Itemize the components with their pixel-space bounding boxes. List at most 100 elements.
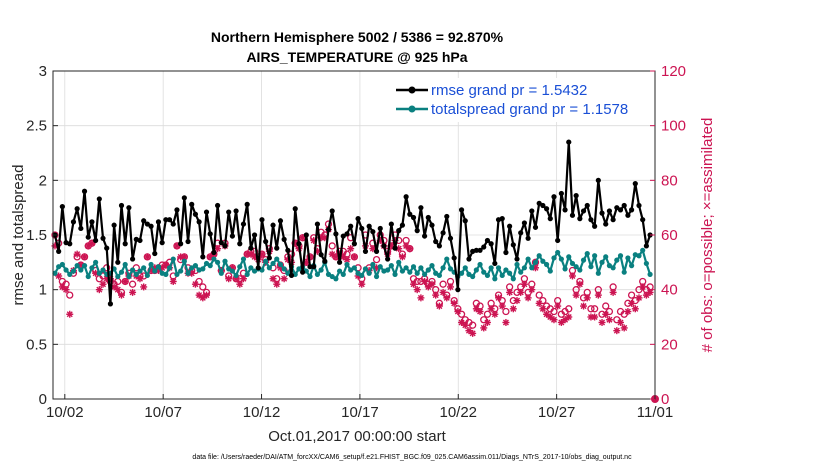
rmse-point [414, 228, 420, 234]
rmse-point [85, 234, 91, 240]
rmse-point [314, 221, 321, 227]
totalspread-point [385, 267, 391, 273]
rmse-point [118, 202, 125, 209]
totalspread-point [266, 265, 272, 271]
obs-assimilated-point [594, 291, 602, 299]
totalspread-point [137, 268, 143, 274]
obs-assimilated-stroke [188, 270, 195, 277]
totalspread-point [436, 272, 442, 279]
obs-assimilated-point [513, 297, 521, 305]
obs-assimilated-stroke [192, 281, 199, 288]
obs-possible-point [627, 291, 636, 299]
obs-assimilated-stroke [521, 281, 528, 288]
obs-assimilated-stroke [399, 253, 406, 260]
totalspread-point [93, 259, 99, 265]
rmse-point [122, 241, 128, 247]
obs-possible-point [602, 302, 610, 310]
rmse-point [270, 222, 276, 228]
obs-assimilated-point [469, 329, 477, 337]
totalspread-point [63, 267, 69, 273]
obs-assimilated-point [439, 288, 447, 296]
totalspread-point [340, 271, 346, 277]
obs-assimilated-stroke [343, 256, 350, 263]
totalspread-point [370, 261, 376, 268]
totalspread-point [473, 267, 479, 273]
rmse-point [617, 207, 624, 213]
rmse-point [558, 190, 564, 197]
obs-assimilated-stroke [421, 278, 428, 285]
obs-assimilated-stroke [240, 275, 247, 282]
totalspread-point [595, 270, 601, 276]
rmse-point [499, 216, 505, 222]
totalspread-point [584, 250, 590, 257]
totalspread-point [181, 258, 187, 264]
totalspread-point [628, 263, 635, 269]
obs-assimilated-stroke [576, 281, 583, 288]
obs-assimilated-stroke [447, 283, 454, 290]
rmse-point [547, 216, 553, 222]
rmse-point [207, 231, 213, 237]
rmse-point [185, 238, 191, 245]
y-right-tick-label: 60 [661, 227, 678, 244]
rmse-point [348, 223, 354, 229]
y-left-tick-label: 3 [39, 63, 47, 80]
obs-assimilated-point [454, 308, 462, 316]
totalspread-point [281, 266, 287, 272]
y-axis-left-label: rmse and totalspread [10, 165, 27, 306]
obs-assimilated-stroke [428, 281, 436, 288]
obs-assimilated-point [118, 291, 126, 299]
obs-assimilated-point [543, 310, 551, 318]
totalspread-point [614, 257, 620, 263]
totalspread-point [174, 271, 180, 277]
obs-assimilated-point [114, 286, 122, 294]
obs-possible-point [587, 305, 595, 313]
obs-assimilated-stroke [639, 283, 646, 290]
obs-assimilated-point [639, 283, 647, 291]
obs-assimilated-stroke [491, 311, 498, 318]
rmse-point [126, 205, 132, 211]
obs-assimilated-stroke [129, 289, 136, 296]
obs-assimilated-stroke [635, 294, 643, 301]
totalspread-point [592, 253, 598, 259]
rmse-point [429, 222, 435, 228]
obs-assimilated-stroke [484, 319, 491, 326]
x-tick-label: 10/07 [144, 404, 182, 421]
obs-possible-point [66, 291, 74, 299]
obs-possible-point [439, 280, 447, 288]
totalspread-point [85, 273, 91, 280]
totalspread-point [636, 253, 642, 259]
obs-assimilated-stroke [510, 305, 517, 312]
rmse-point [422, 233, 428, 239]
obs-assimilated-stroke [273, 281, 280, 288]
obs-assimilated-point [598, 318, 606, 326]
rmse-point [385, 256, 391, 262]
rmse-point [551, 194, 557, 200]
obs-assimilated-stroke [63, 286, 70, 293]
ticks: 0 0.5 1 1.5 2 2.5 3 0 20 40 60 80 100 120 10/02 10/07 10… [26, 63, 686, 421]
rmse-point [503, 249, 509, 256]
obs-assimilated-point [410, 280, 418, 288]
rmse-point [399, 222, 406, 228]
x-tick-label: 11/01 [637, 404, 673, 421]
obs-assimilated-stroke [488, 305, 495, 312]
rmse-point [285, 247, 291, 253]
rmse-point [577, 216, 583, 222]
totalspread-point [237, 264, 243, 270]
obs-assimilated-stroke [506, 289, 513, 296]
rmse-point [300, 269, 306, 275]
totalspread-point [89, 265, 95, 271]
obs-assimilated-point [140, 283, 148, 291]
totalspread-point [144, 272, 150, 279]
rmse-point [325, 226, 332, 233]
obs-assimilated-stroke [417, 294, 424, 301]
rmse-point [93, 237, 99, 244]
obs-possible-point [550, 307, 558, 316]
totalspread-point [529, 265, 535, 271]
totalspread-point [133, 271, 139, 277]
rmse-point [59, 203, 65, 210]
totalspread-point [458, 270, 465, 276]
obs-assimilated-point [247, 250, 255, 258]
rmse-point [532, 224, 539, 230]
rmse-point [444, 213, 450, 220]
